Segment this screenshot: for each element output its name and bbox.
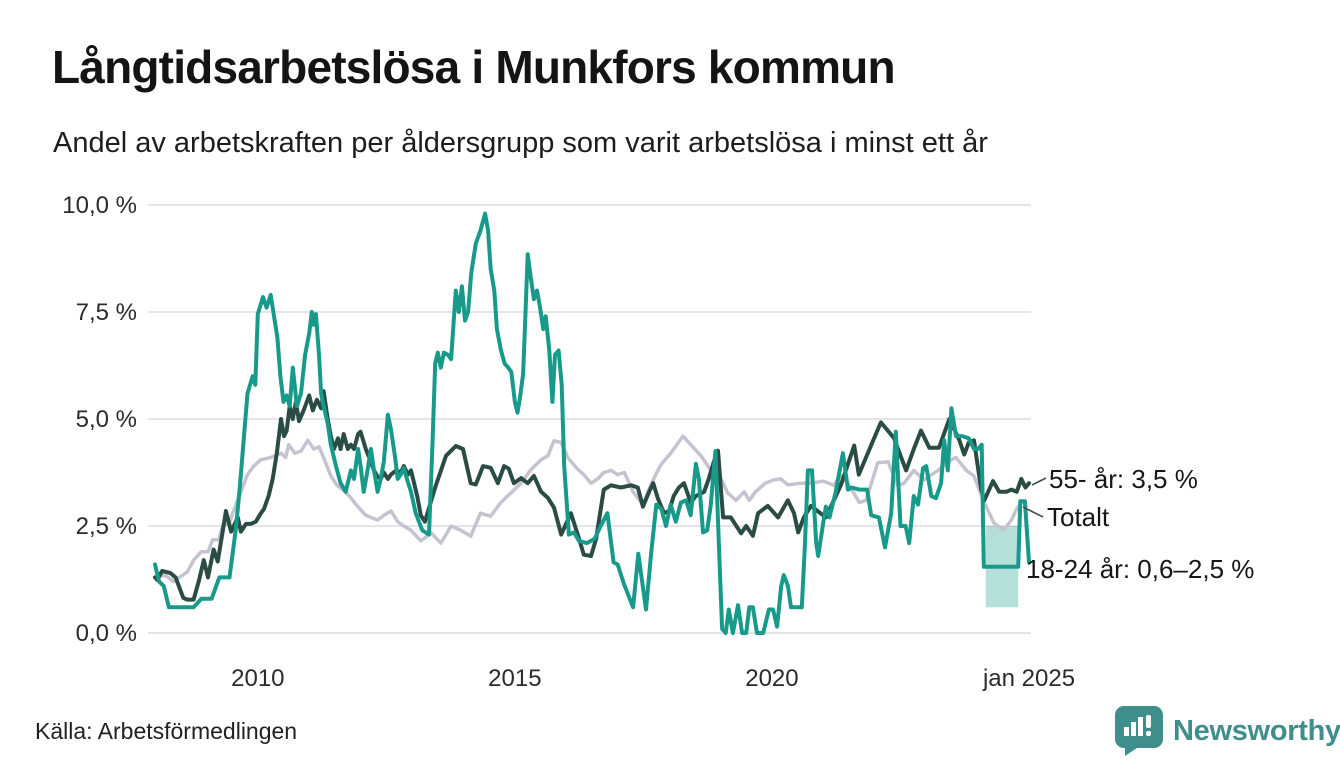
series-annotation-label-totalt: Totalt bbox=[1047, 502, 1110, 532]
y-axis-tick-label: 10,0 % bbox=[62, 192, 137, 219]
x-axis-tick-label: 2020 bbox=[745, 665, 798, 692]
x-axis-tick-label: 2015 bbox=[488, 665, 541, 692]
annotation-connector bbox=[1022, 506, 1044, 518]
source-attribution: Källa: Arbetsförmedlingen bbox=[35, 718, 298, 744]
page-title: Långtidsarbetslösa i Munkfors kommun bbox=[52, 41, 896, 93]
page-subtitle: Andel av arbetskraften per åldersgrupp s… bbox=[53, 127, 988, 159]
brand-logo: Newsworthy bbox=[1115, 706, 1340, 756]
y-axis-tick-label: 0,0 % bbox=[76, 620, 137, 647]
series-line-55-r bbox=[153, 389, 1031, 602]
series-line-18-24-r bbox=[153, 211, 1031, 635]
y-axis-tick-label: 5,0 % bbox=[76, 406, 137, 433]
y-axis-tick-label: 2,5 % bbox=[76, 513, 137, 540]
series-line-totalt bbox=[153, 434, 1024, 584]
x-axis-tick-label: 2010 bbox=[231, 665, 284, 692]
brand-name: Newsworthy bbox=[1173, 714, 1340, 747]
annotation-connector bbox=[1031, 477, 1047, 486]
series-annotation-label-18-24: 18-24 år: 0,6–2,5 % bbox=[1026, 554, 1254, 584]
newsworthy-logo-icon bbox=[1115, 706, 1163, 756]
y-axis-tick-label: 7,5 % bbox=[76, 299, 137, 326]
x-axis-tick-label: jan 2025 bbox=[982, 665, 1075, 692]
series-annotation-label-55: 55- år: 3,5 % bbox=[1049, 464, 1198, 494]
